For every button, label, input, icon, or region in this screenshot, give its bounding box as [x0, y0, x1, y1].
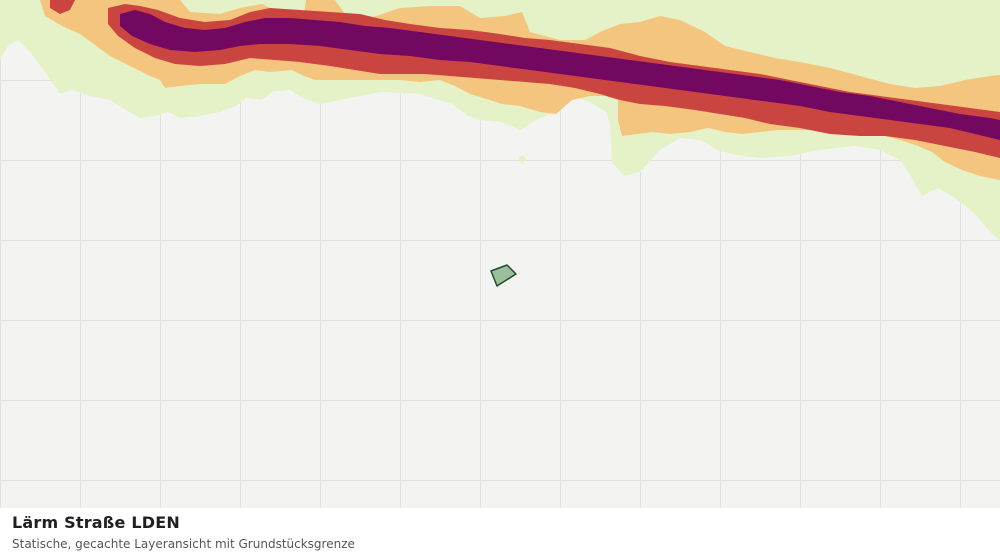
map-viewport[interactable]	[0, 0, 1000, 508]
layer-subtitle: Statische, gecachte Layeransicht mit Gru…	[12, 537, 355, 551]
property-parcel[interactable]	[490, 264, 517, 287]
layer-title: Lärm Straße LDEN	[12, 513, 180, 532]
noise-zone-very-high	[120, 10, 1000, 140]
layer-caption: Lärm Straße LDEN Statische, gecachte Lay…	[0, 508, 1000, 560]
map-canvas[interactable]	[0, 0, 1000, 508]
property-boundary	[490, 264, 517, 287]
noise-zone-low-speck	[519, 155, 526, 164]
